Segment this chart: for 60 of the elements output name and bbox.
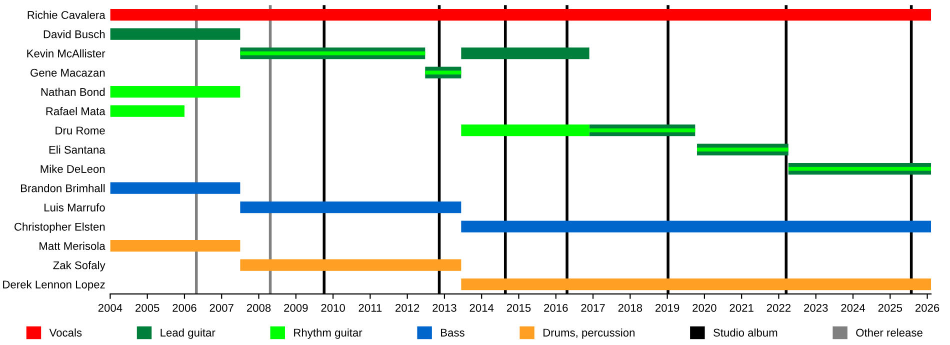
bar [110, 28, 240, 40]
bar [240, 202, 462, 214]
x-tick-label: 2005 [136, 304, 160, 312]
x-tick-label: 2026 [915, 304, 940, 312]
y-tick-label: Richie Cavalera [28, 10, 106, 19]
x-tick-label: 2017 [581, 304, 605, 312]
x-tick-label: 2008 [246, 304, 271, 312]
y-tick-label: David Busch [44, 30, 105, 38]
bar [110, 86, 240, 98]
y-tick-label: Nathan Bond [41, 88, 105, 96]
x-tick-label: 2025 [878, 304, 902, 312]
legend-label: Vocals [49, 328, 82, 337]
y-tick-label: Luis Marrufo [44, 203, 105, 212]
x-tick-label: 2018 [618, 304, 642, 312]
y-tick-label: Matt Merisola [40, 242, 106, 250]
x-tick-label: 2016 [544, 304, 568, 312]
y-tick-label: Kevin McAllister [27, 49, 106, 58]
x-tick-label: 2007 [210, 304, 234, 312]
x-tick-label: 2011 [358, 304, 382, 312]
x-tick-label: 2015 [506, 304, 531, 312]
x-tick-label: 2021 [730, 304, 754, 312]
y-tick-label: Christopher Elsten [14, 222, 105, 233]
y-tick-label: Dru Rome [56, 126, 105, 134]
bar [240, 259, 462, 271]
x-tick-label: 2013 [432, 304, 456, 312]
bar [110, 9, 931, 21]
y-tick-label: Zak Sofaly [53, 261, 106, 272]
legend-label: Drums, percussion [544, 328, 634, 339]
x-tick-label: 2019 [656, 304, 680, 312]
x-tick-label: 2009 [284, 304, 308, 312]
legend-label: Lead guitar [160, 328, 216, 339]
bar [697, 148, 788, 152]
x-tick-label: 2012 [396, 304, 420, 312]
x-tick-label: 2020 [692, 304, 716, 312]
x-tick-label: 2010 [321, 304, 345, 312]
legend-label: Rhythm guitar [294, 328, 362, 339]
y-tick-label: Gene Macazan [30, 68, 105, 77]
bar [461, 48, 590, 60]
x-tick-label: 2004 [98, 304, 122, 312]
x-tick-label: 2022 [766, 304, 791, 312]
bar [110, 182, 240, 194]
x-tick-label: 2023 [804, 304, 828, 312]
bar [461, 278, 931, 290]
y-tick-label: Derek Lennon Lopez [3, 280, 105, 291]
bar [110, 240, 240, 252]
x-tick-label: 2024 [841, 304, 866, 312]
bar [240, 51, 426, 56]
legend-label: Studio album [713, 328, 778, 337]
bar [461, 220, 931, 232]
y-tick-label: Brandon Brimhall [21, 184, 105, 192]
y-tick-label: Rafael Mata [46, 107, 106, 116]
bar [110, 105, 184, 117]
legend-label: Other release [856, 328, 922, 337]
x-tick-label: 2014 [470, 304, 494, 312]
y-tick-label: Eli Santana [49, 146, 106, 154]
y-tick-label: Mike DeLeon [40, 164, 105, 173]
bar [425, 70, 462, 74]
bar [788, 166, 931, 171]
x-tick-label: 2006 [172, 304, 196, 312]
legend-label: Bass [441, 328, 464, 337]
